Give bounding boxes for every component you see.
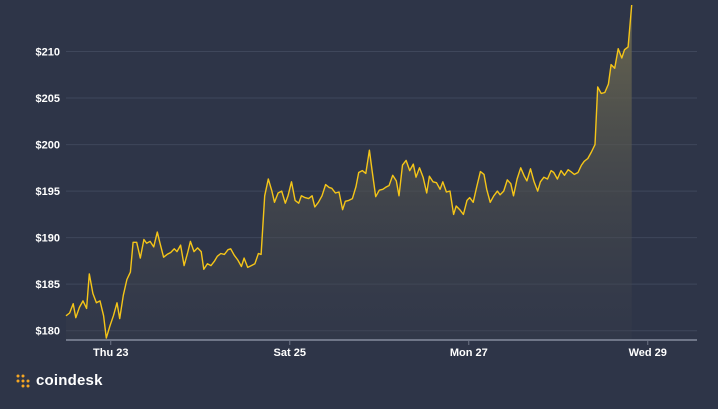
y-axis: $180 $185 $190 $195 $200 $205 $210 [36,47,60,338]
x-tick-label: Sat 25 [274,347,306,359]
y-tick-label: $210 [36,47,60,59]
x-tick-label: Thu 23 [93,347,128,359]
y-tick-label: $190 [36,233,60,245]
brand-logo: coindesk [16,372,103,389]
y-tick-label: $195 [36,186,60,198]
y-tick-label: $185 [36,279,60,291]
x-axis: Thu 23 Sat 25 Mon 27 Wed 29 [93,340,667,359]
coindesk-logo-icon [16,374,30,387]
brand-name: coindesk [36,372,103,389]
x-tick-label: Wed 29 [629,347,667,359]
y-tick-label: $200 [36,140,60,152]
y-tick-label: $205 [36,93,60,105]
y-tick-label: $180 [36,326,60,338]
x-tick-label: Mon 27 [450,347,488,359]
price-area [66,5,632,340]
price-line [65,4,633,339]
